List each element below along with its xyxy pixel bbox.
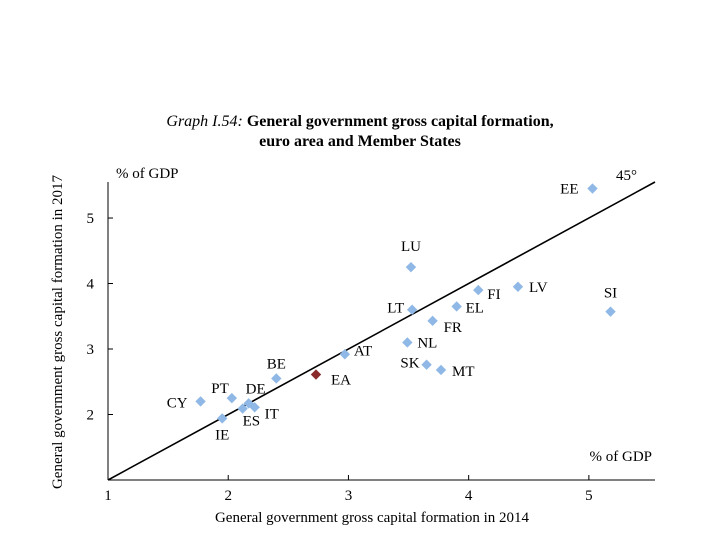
x-tick-label: 5 xyxy=(585,488,593,504)
point-label-lv: LV xyxy=(529,280,548,296)
point-label-sk: SK xyxy=(400,356,419,372)
x-tick-label: 2 xyxy=(224,488,232,504)
y-axis-label: General government gross capital formati… xyxy=(50,174,66,489)
data-point-sk xyxy=(421,359,432,370)
data-point-si xyxy=(605,306,616,317)
x-axis-label: General government gross capital formati… xyxy=(215,510,530,526)
point-label-mt: MT xyxy=(452,364,475,380)
data-point-fi xyxy=(473,284,484,296)
point-label-ee: EE xyxy=(560,182,578,198)
title-line-1: General government gross capital formati… xyxy=(246,113,554,130)
point-label-pt: PT xyxy=(211,381,229,397)
point-label-ea: EA xyxy=(331,373,351,389)
data-point-lu xyxy=(405,261,417,273)
data-point-ee xyxy=(587,183,598,194)
x-tick-label: 4 xyxy=(465,488,473,504)
x-tick-label: 1 xyxy=(104,488,112,504)
y-tick-label: 3 xyxy=(87,342,95,358)
point-label-be: BE xyxy=(267,356,286,372)
y-tick-label: 4 xyxy=(87,277,95,293)
point-label-cy: CY xyxy=(167,395,188,411)
data-point-pt xyxy=(226,392,238,404)
data-point-nl xyxy=(402,337,413,348)
y-tick-label: 2 xyxy=(87,408,95,424)
point-label-si: SI xyxy=(604,286,617,302)
data-point-fr xyxy=(427,315,438,327)
point-label-fi: FI xyxy=(487,287,500,303)
reference-line-45 xyxy=(107,181,656,481)
y-tick-label: 5 xyxy=(87,211,95,227)
graph-number: Graph I.54: xyxy=(166,113,243,130)
point-label-at: AT xyxy=(354,343,372,359)
x-tick-label: 3 xyxy=(345,488,353,504)
data-point-el xyxy=(451,301,462,312)
data-point-lt xyxy=(406,304,418,315)
point-label-lu: LU xyxy=(401,239,421,255)
data-point-lv xyxy=(512,281,524,292)
x-unit-label: % of GDP xyxy=(590,449,653,465)
y-unit-label: % of GDP xyxy=(116,166,179,182)
reference-line-label: 45° xyxy=(616,168,637,184)
point-label-nl: NL xyxy=(417,335,437,351)
title-line-2: euro area and Member States xyxy=(259,133,461,150)
chart-title: Graph I.54: General government gross cap… xyxy=(0,112,720,152)
point-label-el: EL xyxy=(466,300,484,316)
data-point-cy xyxy=(195,396,206,407)
point-label-lt: LT xyxy=(387,301,404,317)
point-label-es: ES xyxy=(243,414,261,430)
point-label-fr: FR xyxy=(444,320,462,336)
data-point-ea xyxy=(310,369,322,380)
data-point-at xyxy=(339,349,351,360)
data-point-ie xyxy=(217,413,228,424)
data-point-it xyxy=(249,402,260,413)
data-point-es xyxy=(237,403,248,414)
data-point-mt xyxy=(435,364,447,376)
point-label-it: IT xyxy=(265,406,279,422)
point-label-ie: IE xyxy=(215,427,229,443)
point-label-de: DE xyxy=(246,381,266,397)
data-point-be xyxy=(271,373,282,384)
